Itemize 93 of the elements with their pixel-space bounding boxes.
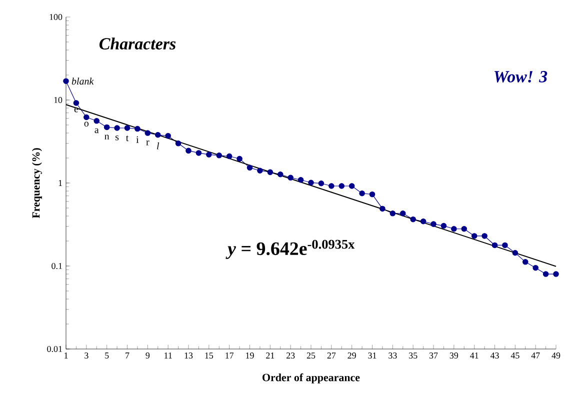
point (400, 210, 406, 216)
point (502, 242, 508, 248)
point (482, 233, 488, 239)
point (492, 242, 498, 248)
point (440, 222, 447, 229)
x-tick-label: 33 (388, 352, 397, 359)
x-tick-label: 35 (409, 352, 418, 359)
point (288, 174, 294, 181)
y-tick-label: 0.01 (47, 346, 62, 352)
point (390, 210, 396, 216)
point (328, 183, 334, 189)
point (124, 125, 130, 131)
x-tick-label: 45 (510, 352, 520, 359)
point (154, 132, 161, 138)
y-tick-label: 0.1 (52, 262, 62, 270)
x-tick-label: 43 (490, 352, 499, 359)
point (63, 78, 69, 84)
annotation: blank (72, 78, 94, 85)
annotation: t (126, 135, 129, 142)
point (532, 264, 538, 271)
point (277, 171, 284, 178)
x-tick-label: 19 (246, 352, 254, 359)
point (104, 124, 110, 130)
annotation: a (94, 128, 99, 134)
point (522, 259, 528, 265)
point (359, 190, 365, 196)
annotation: s (116, 135, 119, 140)
point (369, 191, 376, 198)
annotation: i (136, 136, 139, 143)
point (380, 206, 386, 212)
annotation: l (157, 142, 160, 150)
point (144, 130, 151, 136)
annotation: Wow! 3 (494, 71, 548, 82)
x-tick-label: 1 (64, 352, 68, 358)
point (308, 180, 314, 186)
point (206, 152, 212, 158)
point (298, 177, 304, 183)
x-tick-label: 11 (164, 352, 172, 358)
x-tick-label: 25 (306, 352, 316, 359)
point (165, 132, 171, 139)
annotation: n (104, 134, 110, 140)
x-tick-label: 3 (84, 352, 88, 359)
x-tick-label: 47 (531, 352, 540, 358)
point (216, 152, 222, 158)
point (84, 114, 90, 120)
point (420, 218, 426, 224)
x-tick-label: 17 (226, 352, 234, 358)
point (338, 183, 345, 189)
point (512, 250, 518, 256)
point (410, 216, 416, 222)
x-tick-label: 29 (348, 352, 356, 359)
x-tick-label: 31 (368, 352, 376, 359)
point (94, 118, 100, 124)
x-tick-label: 7 (126, 352, 130, 358)
point (267, 169, 274, 176)
x-tick-label: 5 (105, 352, 109, 358)
point (471, 233, 478, 239)
x-tick-label: 23 (286, 352, 295, 359)
point (236, 156, 242, 162)
x-tick-label: 39 (450, 352, 458, 359)
point (348, 183, 355, 189)
x-tick-label: 27 (327, 352, 336, 358)
x-tick-label: 21 (266, 352, 274, 358)
point (246, 164, 253, 171)
y-tick-label: 10 (54, 96, 62, 104)
point (318, 180, 324, 186)
annotation: y = 9.642e$^{-0.0935x}$ (226, 240, 355, 259)
point (196, 150, 202, 156)
x-tick-label: 41 (470, 352, 478, 358)
x-tick-label: 13 (184, 352, 193, 359)
point (257, 168, 263, 174)
x-tick-label: 49 (552, 352, 560, 359)
annotation: r (146, 140, 150, 146)
point (73, 100, 80, 106)
x-tick-label: 9 (146, 352, 150, 359)
y-tick-label: 100 (50, 14, 62, 20)
point (175, 140, 182, 146)
annotation: o (84, 122, 89, 127)
y-tick-label: 1 (58, 180, 62, 186)
x-axis-title: Order of appearance (262, 373, 360, 384)
x-tick-label: 37 (429, 352, 438, 359)
point (114, 125, 120, 131)
point (226, 153, 232, 160)
point (186, 148, 192, 154)
y-axis-title: Frequency (%) (32, 148, 42, 218)
point (553, 271, 559, 277)
point (430, 221, 436, 227)
point (134, 126, 140, 132)
point (461, 226, 468, 232)
point (451, 226, 457, 232)
x-tick-label: 15 (205, 352, 214, 359)
text: Characters (100, 38, 176, 50)
point (542, 271, 549, 277)
